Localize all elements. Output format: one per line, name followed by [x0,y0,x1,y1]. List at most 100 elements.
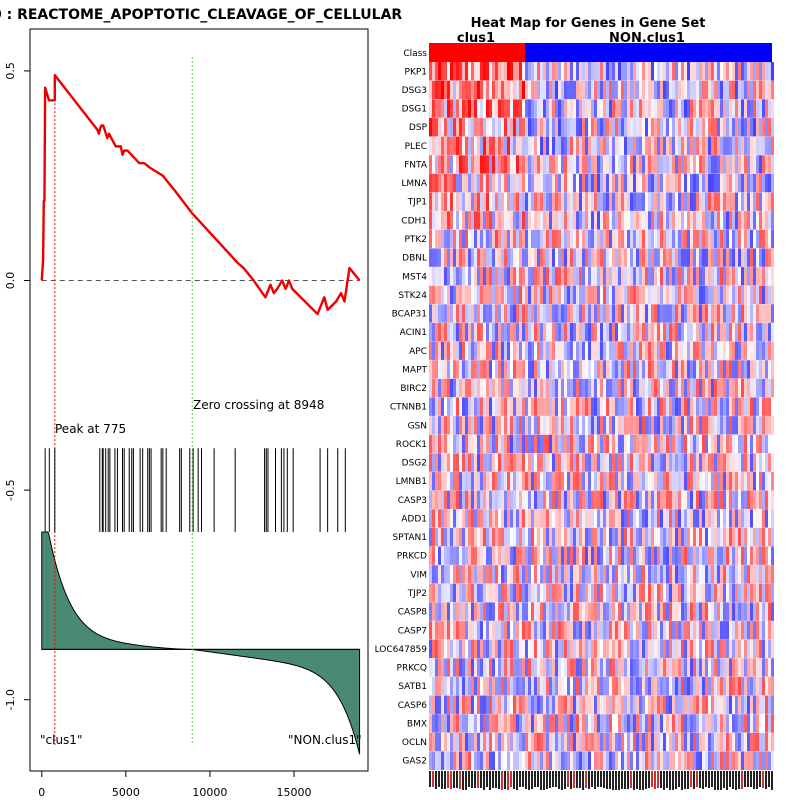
heat-cell [486,471,489,491]
heat-cell [744,99,747,118]
heat-cell [663,322,666,342]
heat-cell [453,434,456,454]
sample-name-mark [744,771,746,787]
heat-cell [483,695,486,715]
heat-cell [729,620,732,640]
heat-cell [585,80,588,100]
heat-cell [684,471,687,491]
heat-cell [729,714,732,733]
heat-cell [720,695,723,715]
heat-cell [438,583,441,603]
heat-cell [459,304,462,323]
heat-cell [660,695,663,715]
heat-cell [453,62,456,81]
heat-cell [729,471,732,491]
heat-cell [447,173,450,193]
heat-cell [522,80,525,100]
heat-cell [447,453,450,472]
x-axis: 0 5000 10000 15000 [38,771,312,799]
heat-cell [531,602,534,621]
heat-cell [573,62,576,81]
heat-cell [555,192,558,212]
heat-cell [507,378,510,398]
heat-cell [447,229,450,249]
heat-cell [738,583,741,603]
heat-cell [726,192,729,212]
heat-cell [549,322,552,342]
heat-cell [711,136,714,156]
heat-cell [582,620,585,640]
heat-cell [510,695,513,715]
sample-name-mark [708,771,710,788]
heat-cell [696,434,699,454]
heat-cell [438,397,441,416]
heat-cell [591,192,594,212]
heat-cell [699,360,702,379]
heat-cell [762,490,765,510]
heat-cell [429,732,432,752]
heat-cell [483,117,486,137]
heat-cell [606,266,609,286]
sample-name-mark [669,771,671,790]
heat-cell [597,248,600,267]
heat-cell [630,732,633,752]
sample-name-mark [627,771,629,789]
heat-cell [663,565,666,584]
heat-cell [639,192,642,212]
heat-cell [561,639,564,659]
heat-cell [591,546,594,566]
heat-cell [609,192,612,212]
heat-cell [633,285,636,305]
heat-cell [705,527,708,547]
heat-cell [462,732,465,752]
heat-cell [636,248,639,267]
heat-cell [591,583,594,603]
heat-cell [504,192,507,212]
heat-cell [516,434,519,454]
heat-cell [732,751,735,770]
heat-cell [687,285,690,305]
heat-cell [624,229,627,249]
heat-cell [648,416,651,435]
heat-cell [537,434,540,454]
heat-cell [456,583,459,603]
heat-cell [720,602,723,621]
heat-cell [534,173,537,193]
heat-cell [588,322,591,342]
heat-cell [480,434,483,454]
heat-cell [585,676,588,696]
sample-name-mark [438,771,440,787]
heat-cell [621,322,624,342]
heat-cell [564,695,567,715]
heat-cell [675,434,678,454]
heat-cell [534,62,537,81]
heat-cell [510,416,513,435]
heat-cell [687,416,690,435]
heat-cell [534,378,537,398]
heat-cell [750,527,753,547]
heat-cell [513,229,516,249]
heat-cell [495,527,498,547]
heat-cell [585,658,588,677]
heat-cell [543,490,546,510]
heat-cell [486,229,489,249]
heat-cell [765,471,768,491]
gene-label: BMX [407,719,427,729]
heat-cell [564,453,567,472]
heat-cell [720,583,723,603]
heat-cell [606,751,609,770]
heat-cell [504,416,507,435]
heat-cell [669,341,672,361]
heat-cell [711,99,714,118]
heat-cell [456,360,459,379]
heat-cell [669,658,672,677]
heat-cell [474,620,477,640]
heat-cell [477,211,480,230]
heat-cell [486,434,489,454]
heat-cell [675,192,678,212]
heat-cell [651,155,654,174]
heat-cell [657,639,660,659]
heat-cell [624,248,627,267]
heat-cell [759,397,762,416]
heat-cell [660,304,663,323]
